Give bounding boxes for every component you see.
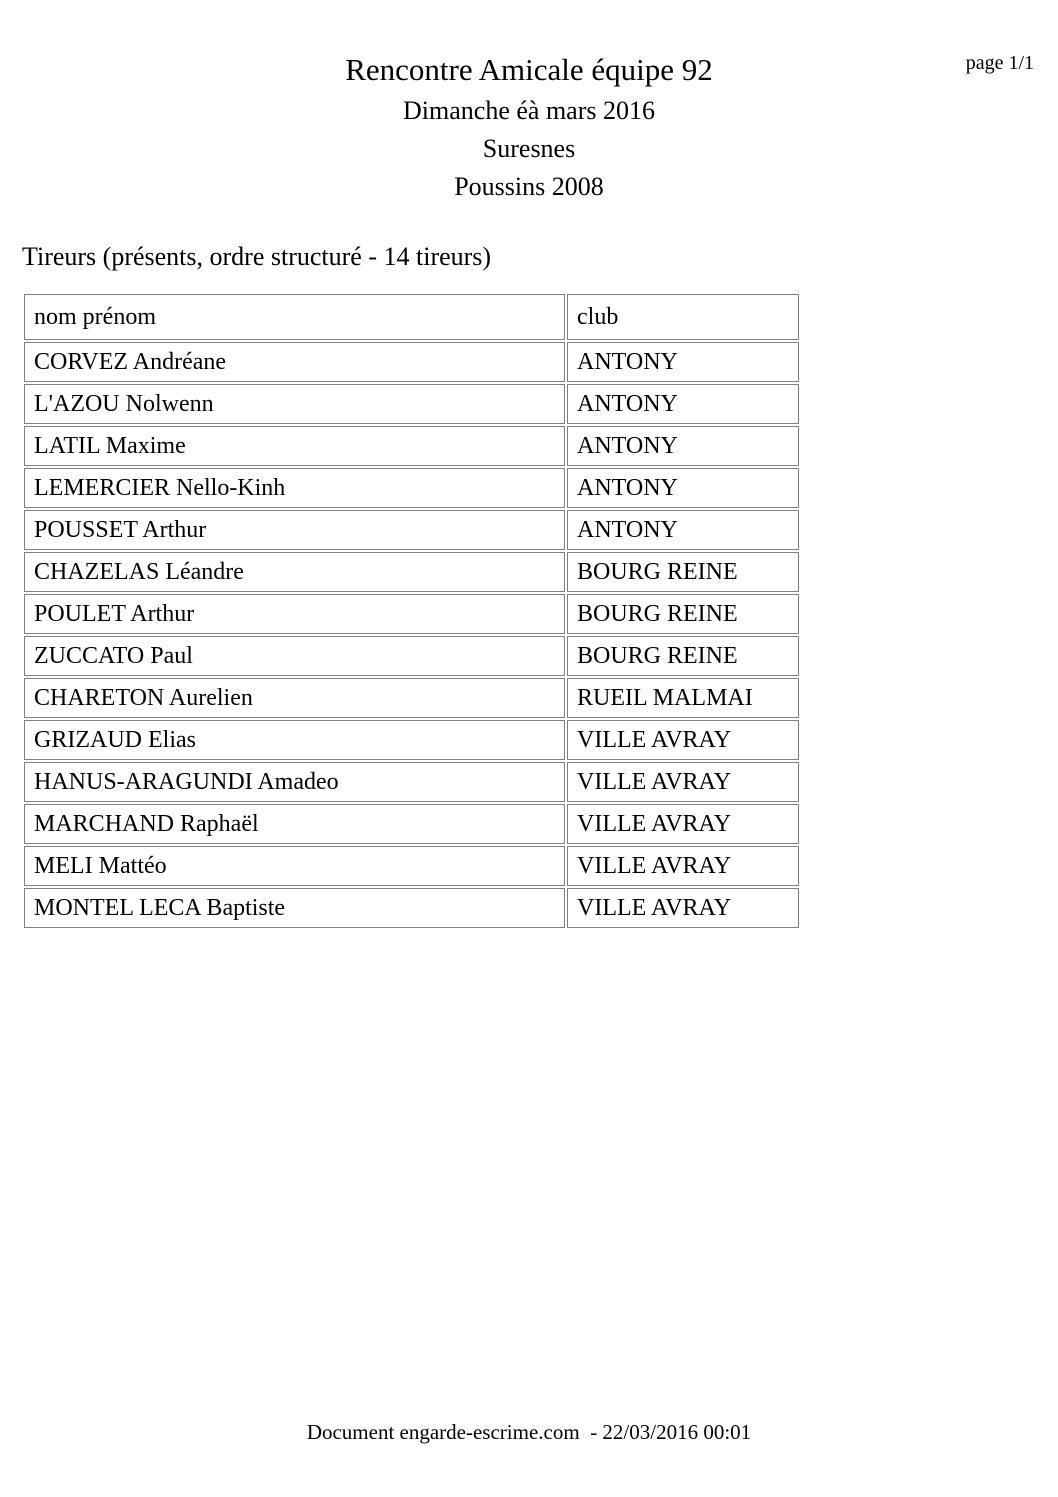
cell-club: RUEIL MALMAI bbox=[567, 678, 799, 718]
cell-fencer-name: HANUS-ARAGUNDI Amadeo bbox=[24, 762, 565, 802]
cell-fencer-name: CHAZELAS Léandre bbox=[24, 552, 565, 592]
cell-fencer-name: ZUCCATO Paul bbox=[24, 636, 565, 676]
cell-fencer-name: CHARETON Aurelien bbox=[24, 678, 565, 718]
table-row: POULET Arthur BOURG REINE bbox=[24, 594, 799, 634]
fencers-table: nom prénom club CORVEZ Andréane ANTONY L'A… bbox=[22, 292, 801, 930]
table-row: LEMERCIER Nello-Kinh ANTONY bbox=[24, 468, 799, 508]
cell-fencer-name: LATIL Maxime bbox=[24, 426, 565, 466]
table-row: MONTEL LECA Baptiste VILLE AVRAY bbox=[24, 888, 799, 928]
table-row: CHAZELAS Léandre BOURG REINE bbox=[24, 552, 799, 592]
cell-fencer-name: MELI Mattéo bbox=[24, 846, 565, 886]
document-footer: Document engarde-escrime.com - 22/03/201… bbox=[306, 1420, 752, 1444]
cell-club: ANTONY bbox=[567, 510, 799, 550]
cell-fencer-name: MONTEL LECA Baptiste bbox=[24, 888, 565, 928]
table-row: GRIZAUD Elias VILLE AVRAY bbox=[24, 720, 799, 760]
event-category: Poussins 2008 bbox=[454, 172, 604, 201]
table-row: CHARETON Aurelien RUEIL MALMAI bbox=[24, 678, 799, 718]
cell-club: ANTONY bbox=[567, 426, 799, 466]
cell-club: VILLE AVRAY bbox=[567, 888, 799, 928]
page-title: Rencontre Amicale équipe 92 bbox=[345, 52, 713, 87]
column-header-club: club bbox=[567, 294, 799, 340]
table-row: ZUCCATO Paul BOURG REINE bbox=[24, 636, 799, 676]
cell-club: BOURG REINE bbox=[567, 636, 799, 676]
header-row: nom prénom club bbox=[24, 294, 799, 340]
cell-club: ANTONY bbox=[567, 342, 799, 382]
page-indicator: page 1/1 bbox=[965, 52, 1034, 74]
table-row: LATIL Maxime ANTONY bbox=[24, 426, 799, 466]
cell-fencer-name: L'AZOU Nolwenn bbox=[24, 384, 565, 424]
section-heading: Tireurs (présents, ordre structuré - 14 … bbox=[22, 242, 492, 271]
cell-club: VILLE AVRAY bbox=[567, 804, 799, 844]
table-header: nom prénom club bbox=[24, 294, 799, 340]
table-row: MELI Mattéo VILLE AVRAY bbox=[24, 846, 799, 886]
cell-fencer-name: POUSSET Arthur bbox=[24, 510, 565, 550]
cell-fencer-name: POULET Arthur bbox=[24, 594, 565, 634]
table-row: MARCHAND Raphaël VILLE AVRAY bbox=[24, 804, 799, 844]
column-header-name: nom prénom bbox=[24, 294, 565, 340]
event-location: Suresnes bbox=[482, 134, 576, 163]
cell-club: VILLE AVRAY bbox=[567, 720, 799, 760]
cell-club: VILLE AVRAY bbox=[567, 762, 799, 802]
cell-club: BOURG REINE bbox=[567, 594, 799, 634]
cell-fencer-name: MARCHAND Raphaël bbox=[24, 804, 565, 844]
cell-club: ANTONY bbox=[567, 384, 799, 424]
title-block: Rencontre Amicale équipe 92 Dimanche éà … bbox=[0, 0, 1058, 206]
cell-fencer-name: CORVEZ Andréane bbox=[24, 342, 565, 382]
event-date: Dimanche éà mars 2016 bbox=[403, 96, 655, 125]
cell-club: VILLE AVRAY bbox=[567, 846, 799, 886]
table-row: HANUS-ARAGUNDI Amadeo VILLE AVRAY bbox=[24, 762, 799, 802]
cell-fencer-name: LEMERCIER Nello-Kinh bbox=[24, 468, 565, 508]
table-row: L'AZOU Nolwenn ANTONY bbox=[24, 384, 799, 424]
cell-club: ANTONY bbox=[567, 468, 799, 508]
cell-club: BOURG REINE bbox=[567, 552, 799, 592]
table-row: POUSSET Arthur ANTONY bbox=[24, 510, 799, 550]
table-body: CORVEZ Andréane ANTONY L'AZOU Nolwenn ANTON… bbox=[24, 342, 799, 928]
cell-fencer-name: GRIZAUD Elias bbox=[24, 720, 565, 760]
table-row: CORVEZ Andréane ANTONY bbox=[24, 342, 799, 382]
